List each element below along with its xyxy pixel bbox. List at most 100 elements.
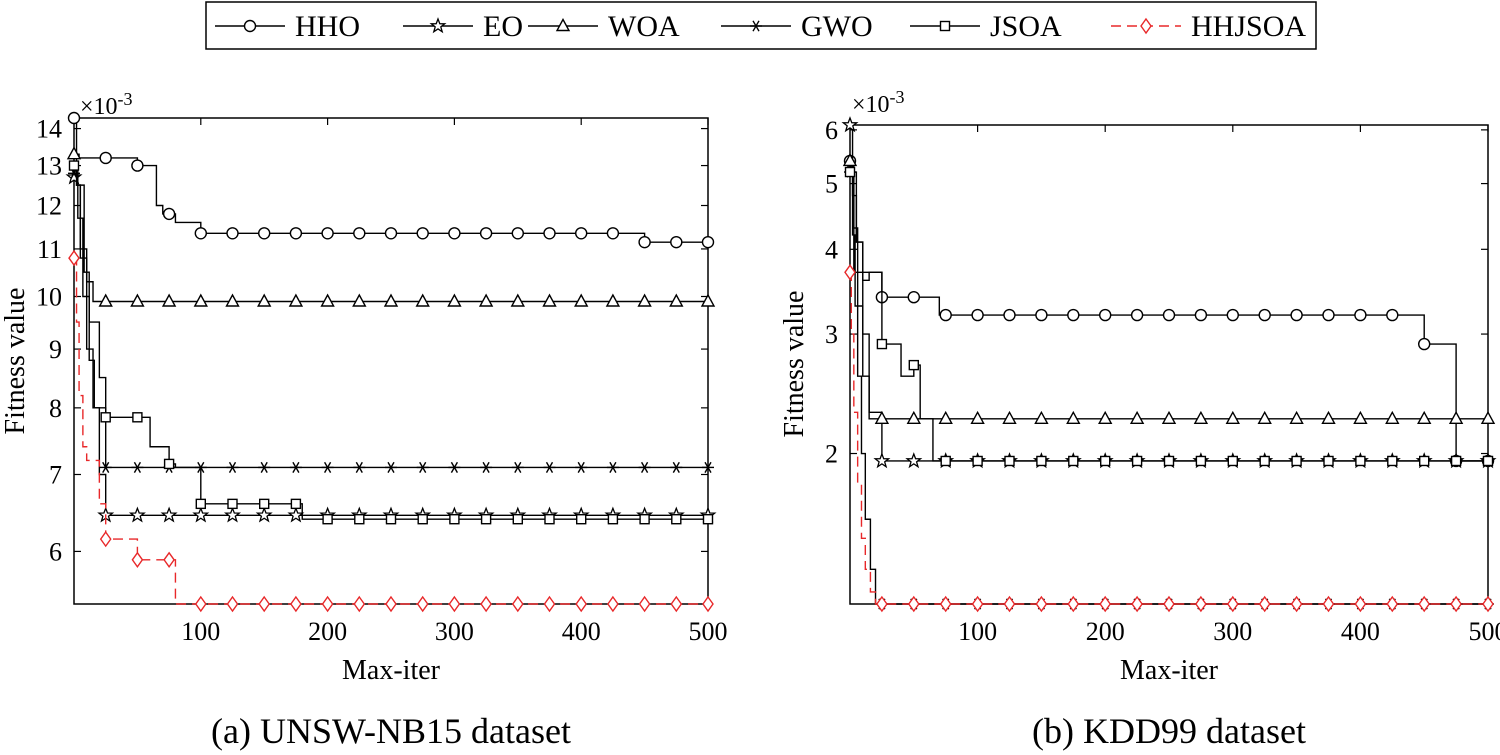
data-point-square bbox=[100, 412, 111, 423]
data-point-square bbox=[1163, 455, 1175, 467]
data-point-diamond bbox=[99, 531, 112, 547]
data-point-circle bbox=[1003, 308, 1016, 322]
data-point-square bbox=[1036, 455, 1047, 467]
data-point-square bbox=[972, 455, 983, 467]
data-point-asterisk bbox=[320, 461, 335, 474]
x-axis-label: Max-iter bbox=[342, 655, 441, 686]
y-tick-label: 3 bbox=[825, 320, 838, 349]
data-point-square bbox=[1450, 455, 1462, 467]
axis-exponent: ×10-3 bbox=[852, 87, 905, 118]
data-point-square bbox=[1418, 455, 1430, 467]
legend-item-hhjsoa: HHJSOA bbox=[1111, 10, 1306, 43]
data-point-star bbox=[906, 453, 922, 468]
series-line bbox=[850, 271, 1488, 605]
data-point-square bbox=[68, 160, 80, 171]
y-tick-label: 7 bbox=[49, 460, 62, 489]
data-point-square bbox=[227, 498, 238, 510]
data-point-square bbox=[1099, 455, 1111, 467]
data-point-square bbox=[163, 458, 175, 470]
data-point-circle bbox=[448, 227, 461, 240]
legend-item-eo: EO bbox=[403, 10, 523, 43]
series-line bbox=[850, 171, 1488, 605]
data-point-triangle bbox=[574, 294, 588, 307]
data-point-circle bbox=[511, 227, 524, 240]
data-point-square bbox=[1259, 455, 1270, 467]
data-point-diamond bbox=[290, 596, 302, 612]
data-point-triangle bbox=[98, 294, 113, 307]
series-woa bbox=[843, 153, 1495, 425]
y-tick-label: 8 bbox=[49, 394, 62, 423]
data-point-square bbox=[908, 359, 919, 371]
data-point-asterisk bbox=[447, 461, 462, 474]
plot-area-frame bbox=[73, 117, 709, 605]
chart-panel-b: ×10-3 Fitness value Max-iter (b) KDD99 d… bbox=[779, 87, 1500, 751]
data-point-star bbox=[874, 453, 890, 468]
chart-panel-a: ×10-3 Fitness value Max-iter (a) UNSW-NB… bbox=[0, 89, 728, 751]
data-point-asterisk bbox=[606, 461, 620, 474]
series-hhjsoa bbox=[844, 264, 1494, 612]
data-point-circle bbox=[575, 227, 588, 240]
data-point-triangle bbox=[1289, 411, 1304, 425]
x-tick-label: 500 bbox=[689, 617, 728, 646]
data-point-triangle bbox=[479, 294, 493, 307]
data-point-square bbox=[449, 514, 460, 525]
data-point-diamond bbox=[417, 596, 429, 612]
series-hho bbox=[67, 111, 715, 249]
data-point-diamond bbox=[226, 596, 239, 612]
data-point-square bbox=[354, 514, 365, 525]
data-point-diamond bbox=[543, 596, 556, 612]
data-point-circle bbox=[1290, 308, 1303, 322]
data-point-triangle bbox=[1385, 411, 1400, 425]
data-point-triangle bbox=[1226, 411, 1240, 425]
data-point-star bbox=[256, 507, 272, 522]
data-point-square bbox=[1004, 455, 1015, 467]
x-tick-label: 400 bbox=[1341, 617, 1380, 646]
data-point-circle bbox=[384, 227, 398, 240]
data-point-circle bbox=[353, 227, 366, 240]
data-point-square bbox=[1131, 455, 1143, 467]
data-point-triangle bbox=[1066, 411, 1081, 425]
data-point-triangle bbox=[1449, 411, 1463, 425]
series-hhjsoa bbox=[68, 250, 714, 612]
data-point-triangle bbox=[1321, 411, 1336, 425]
data-point-asterisk bbox=[384, 461, 398, 474]
y-tick-label: 2 bbox=[825, 440, 838, 469]
data-point-diamond bbox=[195, 596, 207, 612]
y-tick-label: 13 bbox=[36, 152, 62, 181]
series-line bbox=[74, 117, 708, 243]
data-point-triangle bbox=[130, 294, 145, 307]
data-point-circle bbox=[1322, 308, 1335, 322]
data-point-circle bbox=[1417, 337, 1431, 351]
data-point-asterisk bbox=[257, 461, 271, 474]
legend-item-woa: WOA bbox=[528, 10, 680, 43]
data-point-triangle bbox=[162, 294, 176, 307]
legend-label: GWO bbox=[801, 10, 873, 43]
y-tick-label: 6 bbox=[825, 116, 838, 145]
data-point-asterisk bbox=[225, 461, 240, 474]
data-point-diamond bbox=[68, 250, 80, 266]
data-point-circle bbox=[543, 227, 556, 240]
data-point-square bbox=[940, 455, 951, 467]
data-point-circle bbox=[1354, 308, 1367, 322]
data-point-square bbox=[844, 166, 856, 178]
y-tick-label: 4 bbox=[825, 235, 838, 264]
legend-item-hho: HHO bbox=[215, 10, 360, 43]
data-point-triangle bbox=[542, 294, 557, 307]
data-point-asterisk bbox=[479, 461, 493, 474]
data-point-circle bbox=[162, 207, 176, 221]
data-point-square bbox=[671, 514, 682, 525]
data-point-circle bbox=[1194, 308, 1208, 322]
y-tick-label: 10 bbox=[36, 282, 62, 311]
series-line bbox=[74, 257, 708, 605]
x-tick-label: 300 bbox=[435, 617, 474, 646]
data-point-circle bbox=[131, 159, 144, 172]
data-point-circle bbox=[321, 227, 334, 240]
data-point-triangle bbox=[1194, 411, 1208, 425]
data-point-square bbox=[544, 514, 555, 525]
legend: HHO EO WOA GWO JSOA HHJSOA bbox=[205, 1, 1317, 50]
y-tick-label: 5 bbox=[825, 170, 838, 199]
data-point-circle bbox=[194, 227, 208, 240]
legend-label: HHO bbox=[295, 10, 360, 43]
series-line bbox=[74, 164, 708, 520]
